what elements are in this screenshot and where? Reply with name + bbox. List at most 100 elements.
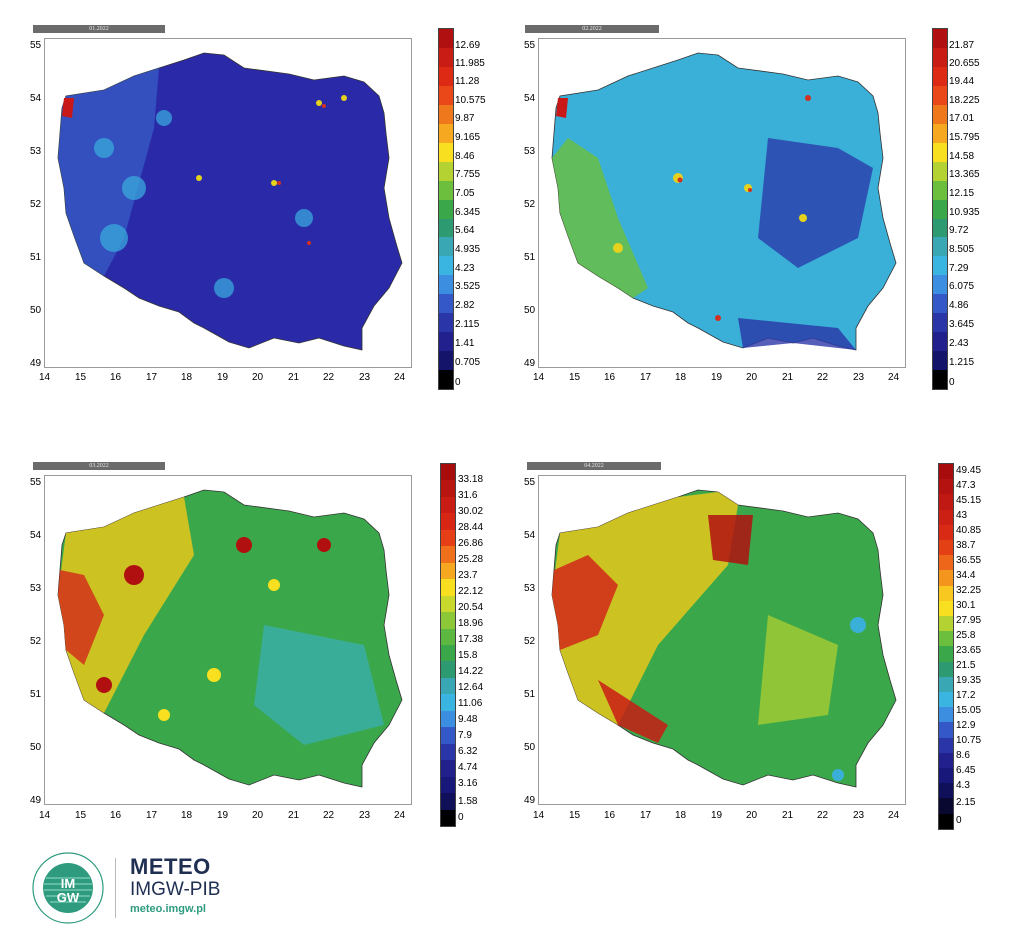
y-tick: 51 <box>524 689 536 700</box>
x-tick: 20 <box>746 810 758 821</box>
legend-label: 3.525 <box>455 281 481 292</box>
y-tick: 50 <box>524 742 536 753</box>
legend-label: 28.44 <box>458 522 484 533</box>
x-tick: 14 <box>39 372 51 383</box>
legend-label: 18.225 <box>949 95 980 106</box>
legend-label: 40.85 <box>956 525 982 536</box>
x-tick: 19 <box>217 810 229 821</box>
x-tick: 23 <box>359 372 371 383</box>
legend-label: 5.64 <box>455 225 475 236</box>
x-tick: 17 <box>640 372 652 383</box>
legend-label: 4.23 <box>455 263 475 274</box>
legend-label: 15.795 <box>949 132 980 143</box>
x-tick: 24 <box>394 810 406 821</box>
legend-label: 34.4 <box>956 570 976 581</box>
x-tick: 15 <box>569 810 581 821</box>
legend-label: 21.5 <box>956 660 976 671</box>
precipitation-map <box>551 489 897 788</box>
y-tick: 49 <box>524 358 536 369</box>
legend-label: 23.7 <box>458 570 478 581</box>
color-legend-bar <box>440 463 456 827</box>
x-tick: 19 <box>217 372 229 383</box>
legend-label: 22.12 <box>458 586 484 597</box>
y-tick: 55 <box>30 40 42 51</box>
x-tick: 23 <box>853 372 865 383</box>
svg-text:IM: IM <box>61 876 75 891</box>
x-tick: 23 <box>853 810 865 821</box>
y-tick: 49 <box>30 795 42 806</box>
svg-text:GW: GW <box>57 890 80 905</box>
legend-label: 6.075 <box>949 281 975 292</box>
legend-label: 15.8 <box>458 650 478 661</box>
x-tick: 21 <box>782 810 794 821</box>
legend-label: 1.58 <box>458 796 478 807</box>
legend-label: 0 <box>956 815 962 826</box>
y-tick: 49 <box>524 795 536 806</box>
legend-label: 2.82 <box>455 300 475 311</box>
legend-label: 2.115 <box>455 319 480 330</box>
panel-title: 02.2022 <box>525 25 659 33</box>
x-tick: 21 <box>288 372 300 383</box>
legend-label: 7.05 <box>455 188 475 199</box>
legend-label: 12.9 <box>956 720 976 731</box>
x-tick: 16 <box>110 372 122 383</box>
legend-label: 3.645 <box>949 319 975 330</box>
y-tick: 53 <box>524 583 536 594</box>
legend-label: 31.6 <box>458 490 478 501</box>
y-tick: 55 <box>524 477 536 488</box>
legend-label: 11.06 <box>458 698 483 709</box>
legend-label: 43 <box>956 510 968 521</box>
legend-label: 14.58 <box>949 151 975 162</box>
x-tick: 20 <box>746 372 758 383</box>
legend-label: 32.25 <box>956 585 982 596</box>
x-tick: 22 <box>323 810 335 821</box>
x-tick: 16 <box>604 372 616 383</box>
legend-label: 8.6 <box>956 750 970 761</box>
y-tick: 51 <box>30 689 42 700</box>
legend-label: 21.87 <box>949 40 975 51</box>
legend-label: 6.32 <box>458 746 478 757</box>
y-tick: 51 <box>30 252 42 263</box>
y-tick: 50 <box>30 305 42 316</box>
legend-label: 7.755 <box>455 169 481 180</box>
panel-title: 04.2022 <box>527 462 661 470</box>
y-tick: 50 <box>524 305 536 316</box>
y-tick: 54 <box>524 530 536 541</box>
legend-label: 15.05 <box>956 705 982 716</box>
x-tick: 24 <box>394 372 406 383</box>
legend-label: 19.35 <box>956 675 982 686</box>
x-tick: 21 <box>782 372 794 383</box>
legend-label: 3.16 <box>458 778 478 789</box>
precipitation-map <box>57 52 403 351</box>
y-tick: 53 <box>30 146 42 157</box>
y-tick: 50 <box>30 742 42 753</box>
y-tick: 52 <box>30 199 42 210</box>
color-legend-bar <box>438 28 454 390</box>
y-tick: 52 <box>524 636 536 647</box>
legend-label: 12.15 <box>949 188 975 199</box>
precipitation-map <box>551 52 897 351</box>
legend-label: 10.75 <box>956 735 982 746</box>
x-tick: 17 <box>640 810 652 821</box>
legend-label: 4.935 <box>455 244 481 255</box>
y-tick: 49 <box>30 358 42 369</box>
y-tick: 51 <box>524 252 536 263</box>
legend-label: 38.7 <box>956 540 976 551</box>
legend-label: 12.69 <box>455 40 481 51</box>
legend-label: 8.46 <box>455 151 475 162</box>
panel-title: 01.2022 <box>33 25 165 33</box>
x-tick: 19 <box>711 810 723 821</box>
legend-label: 49.45 <box>956 465 982 476</box>
legend-label: 27.95 <box>956 615 982 626</box>
legend-label: 30.02 <box>458 506 484 517</box>
legend-label: 23.65 <box>956 645 982 656</box>
legend-label: 11.28 <box>455 76 480 87</box>
x-tick: 20 <box>252 810 264 821</box>
legend-label: 0 <box>458 812 464 823</box>
logo-url-link[interactable]: meteo.imgw.pl <box>130 903 206 915</box>
legend-label: 2.43 <box>949 338 969 349</box>
x-tick: 18 <box>675 810 687 821</box>
panel-title: 03.2022 <box>33 462 165 470</box>
legend-label: 25.28 <box>458 554 484 565</box>
precipitation-map <box>57 489 403 788</box>
